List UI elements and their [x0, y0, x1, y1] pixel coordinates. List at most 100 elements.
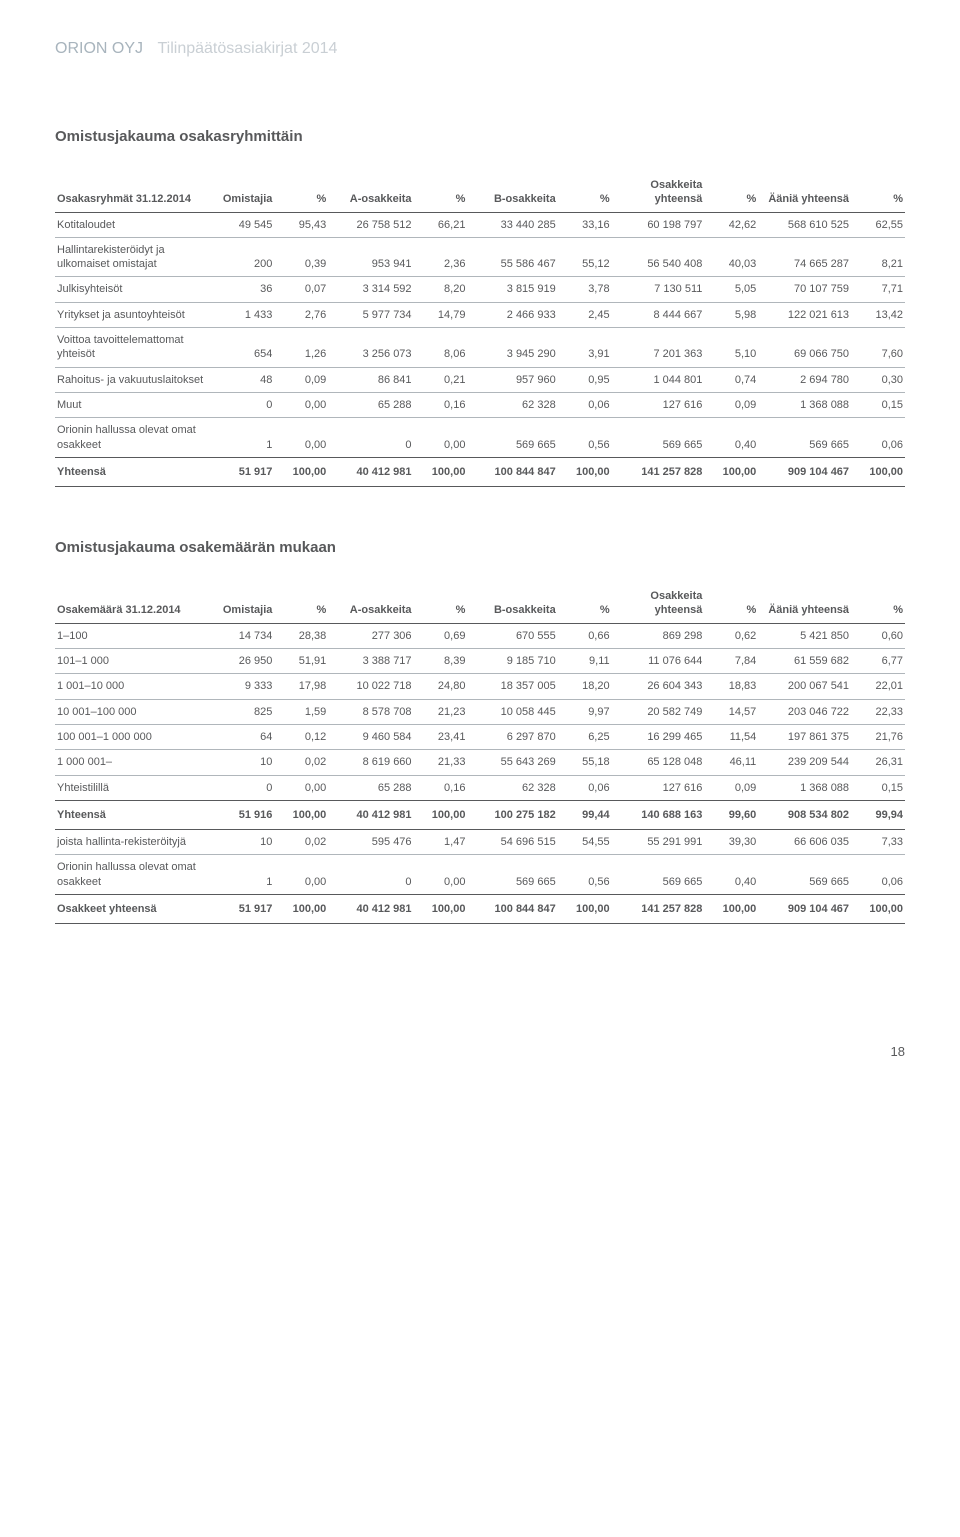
row-label: Rahoitus- ja vakuutuslaitokset — [55, 367, 209, 392]
cell: 3,91 — [558, 328, 612, 368]
cell: 277 306 — [328, 623, 413, 648]
cell: 3 314 592 — [328, 277, 413, 302]
cell: 66 606 035 — [758, 830, 851, 855]
col-pct: % — [704, 173, 758, 212]
cell: 3 388 717 — [328, 649, 413, 674]
cell: 51,91 — [274, 649, 328, 674]
col-b-osakkeita: B-osakkeita — [467, 584, 557, 623]
cell: 18,20 — [558, 674, 612, 699]
cell: 569 665 — [467, 855, 557, 895]
cell: 100 844 847 — [467, 457, 557, 486]
cell: 20 582 749 — [612, 699, 705, 724]
cell: 0,00 — [274, 392, 328, 417]
cell: 48 — [209, 367, 274, 392]
cell: 569 665 — [758, 418, 851, 458]
cell: 0,56 — [558, 855, 612, 895]
cell: 0,00 — [274, 418, 328, 458]
cell: 62,55 — [851, 212, 905, 237]
cell: 65 128 048 — [612, 750, 705, 775]
cell: 17,98 — [274, 674, 328, 699]
table-row: 1 000 001–100,028 619 66021,3355 643 269… — [55, 750, 905, 775]
cell: 0,06 — [558, 775, 612, 800]
cell: 100,00 — [704, 457, 758, 486]
cell: 60 198 797 — [612, 212, 705, 237]
cell: 7,84 — [704, 649, 758, 674]
cell: 16 299 465 — [612, 724, 705, 749]
row-label: Yhteistilillä — [55, 775, 209, 800]
col-aania-yhteensa: Ääniä yhteensä — [758, 173, 851, 212]
row-label: Yritykset ja asuntoyhteisöt — [55, 302, 209, 327]
cell: 0,30 — [851, 367, 905, 392]
cell: 100,00 — [274, 457, 328, 486]
cell: 2,45 — [558, 302, 612, 327]
cell: 62 328 — [467, 392, 557, 417]
cell: 61 559 682 — [758, 649, 851, 674]
cell: 100,00 — [558, 457, 612, 486]
cell: 14,57 — [704, 699, 758, 724]
cell: 54,55 — [558, 830, 612, 855]
cell: 0,09 — [704, 775, 758, 800]
cell: 100,00 — [851, 457, 905, 486]
cell: 0,56 — [558, 418, 612, 458]
cell: 0,66 — [558, 623, 612, 648]
cell: 54 696 515 — [467, 830, 557, 855]
col-osakkeita-yhteensa: Osakkeita yhteensä — [612, 584, 705, 623]
cell: 62 328 — [467, 775, 557, 800]
cell: 49 545 — [209, 212, 274, 237]
cell: 1 044 801 — [612, 367, 705, 392]
col-omistajia: Omistajia — [209, 173, 274, 212]
cell: 8,06 — [414, 328, 468, 368]
cell: 6 297 870 — [467, 724, 557, 749]
cell: 3 945 290 — [467, 328, 557, 368]
cell: 0,62 — [704, 623, 758, 648]
col-b-osakkeita: B-osakkeita — [467, 173, 557, 212]
cell: 86 841 — [328, 367, 413, 392]
table-row: Yhteistilillä00,0065 2880,1662 3280,0612… — [55, 775, 905, 800]
cell: 1,26 — [274, 328, 328, 368]
cell: 9,11 — [558, 649, 612, 674]
cell: 0,09 — [274, 367, 328, 392]
row-label: 1 001–10 000 — [55, 674, 209, 699]
col-osakkeita-yhteensa: Osakkeita yhteensä — [612, 173, 705, 212]
cell: 100,00 — [274, 800, 328, 829]
cell: 26,31 — [851, 750, 905, 775]
cell: 7,71 — [851, 277, 905, 302]
row-label: 100 001–1 000 000 — [55, 724, 209, 749]
cell: 0,39 — [274, 237, 328, 277]
cell: 203 046 722 — [758, 699, 851, 724]
col-aania-yhteensa: Ääniä yhteensä — [758, 584, 851, 623]
table-row: 1–10014 73428,38277 3060,69670 5550,6686… — [55, 623, 905, 648]
cell: 569 665 — [612, 418, 705, 458]
cell: 1 368 088 — [758, 775, 851, 800]
cell: 0,60 — [851, 623, 905, 648]
cell: 99,44 — [558, 800, 612, 829]
table-row: Kotitaloudet49 54595,4326 758 51266,2133… — [55, 212, 905, 237]
cell: 21,23 — [414, 699, 468, 724]
cell: 40 412 981 — [328, 895, 413, 924]
cell: 0,02 — [274, 830, 328, 855]
table-header-row: Osakasryhmät 31.12.2014 Omistajia % A-os… — [55, 173, 905, 212]
row-label: Yhteensä — [55, 457, 209, 486]
cell: 40 412 981 — [328, 457, 413, 486]
cell: 56 540 408 — [612, 237, 705, 277]
cell: 8,39 — [414, 649, 468, 674]
cell: 957 960 — [467, 367, 557, 392]
cell: 26 758 512 — [328, 212, 413, 237]
cell: 9 333 — [209, 674, 274, 699]
cell: 0,16 — [414, 392, 468, 417]
cell: 33,16 — [558, 212, 612, 237]
cell: 200 067 541 — [758, 674, 851, 699]
cell: 953 941 — [328, 237, 413, 277]
cell: 10 — [209, 750, 274, 775]
cell: 0,00 — [414, 418, 468, 458]
cell: 0,74 — [704, 367, 758, 392]
cell: 33 440 285 — [467, 212, 557, 237]
cell: 0 — [209, 775, 274, 800]
cell: 2 694 780 — [758, 367, 851, 392]
cell: 100,00 — [558, 895, 612, 924]
cell: 3 815 919 — [467, 277, 557, 302]
cell: 5 421 850 — [758, 623, 851, 648]
cell: 66,21 — [414, 212, 468, 237]
cell: 36 — [209, 277, 274, 302]
cell: 100 275 182 — [467, 800, 557, 829]
